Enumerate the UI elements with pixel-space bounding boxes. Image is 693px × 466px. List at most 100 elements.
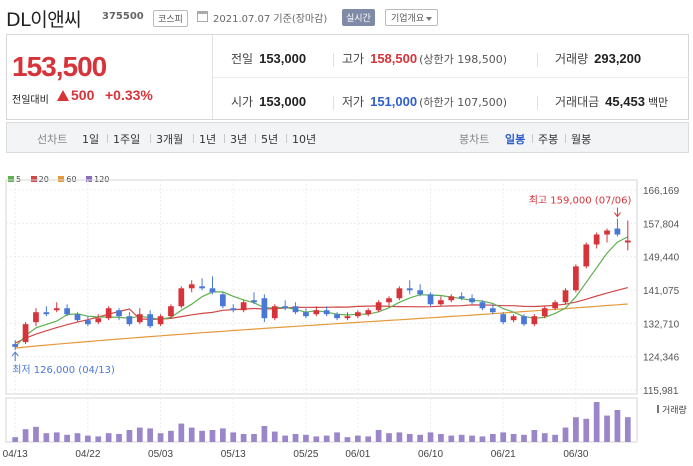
candle-body: [479, 302, 486, 309]
volume-bar: [521, 434, 527, 442]
candle-body: [220, 294, 226, 307]
volume-bar: [209, 430, 216, 442]
candle-body: [53, 308, 60, 311]
tab-5year[interactable]: 5년: [261, 133, 279, 146]
candle-body: [303, 312, 309, 317]
tab-weekly-candle[interactable]: 주봉: [538, 133, 559, 146]
volume-bar: [354, 435, 361, 442]
candle-body: [500, 314, 507, 323]
candle-body: [583, 244, 590, 267]
volume-panel-frame: [5, 397, 638, 443]
divider: [333, 96, 334, 110]
volume-bar: [95, 436, 102, 442]
tab-1week[interactable]: 1주일: [113, 133, 141, 146]
change-label: 전일대비: [12, 95, 49, 106]
candle-body: [573, 266, 579, 291]
volume-bar: [53, 432, 60, 442]
stat-label: 전일: [231, 52, 254, 66]
chevron-down-icon: [426, 16, 433, 21]
tab-10year[interactable]: 10년: [292, 133, 317, 146]
volume-bar: [261, 426, 268, 442]
legend-swatch: [86, 176, 93, 182]
change-value: 500: [71, 87, 95, 103]
stat-high: 고가 158,500 (상한가 198,500): [342, 50, 507, 67]
volume-bar: [220, 428, 226, 442]
volume-bar: [479, 436, 486, 442]
candle-body: [604, 230, 610, 235]
volume-bar: [604, 415, 610, 442]
stat-volume: 거래량 293,200: [555, 50, 641, 67]
volume-bar: [292, 434, 299, 442]
volume-bar: [64, 434, 70, 442]
candle-body: [521, 316, 527, 325]
tab-3year[interactable]: 3년: [230, 133, 248, 146]
volume-bar: [593, 402, 600, 442]
volume-bar: [469, 435, 475, 442]
company-overview-label: 기업개요: [391, 14, 425, 24]
candle-body: [209, 288, 216, 293]
candle-body: [614, 228, 621, 235]
tab-daily-candle[interactable]: 일봉: [505, 133, 526, 146]
divider: [537, 96, 538, 110]
candle-body: [271, 306, 278, 319]
x-tick-label: 05/25: [293, 449, 318, 460]
candle-body: [116, 310, 122, 317]
realtime-button[interactable]: 실시간: [342, 9, 375, 26]
candle-body: [147, 314, 154, 327]
y-tick-label: 149,440: [643, 253, 680, 264]
volume-bar: [386, 433, 392, 442]
candle-body: [199, 286, 205, 289]
candle-body: [157, 316, 164, 325]
stat-unit: 백만: [647, 96, 669, 109]
tab-monthly-candle[interactable]: 월봉: [571, 133, 592, 146]
volume-bar: [365, 436, 372, 442]
volume-bar: [417, 434, 423, 442]
candle-body: [489, 308, 496, 313]
company-overview-button[interactable]: 기업개요: [385, 9, 439, 26]
volume-bar: [230, 432, 237, 442]
volume-bar: [43, 433, 50, 442]
candle-body: [458, 296, 465, 299]
candle-body: [85, 320, 91, 325]
candle-body: [562, 290, 569, 303]
candle-body: [386, 298, 392, 303]
legend-swatch: [30, 176, 37, 182]
divider: [333, 53, 334, 67]
base-date: 2021.07.07 기준(장마감): [213, 14, 328, 25]
price-summary: 153,500 전일대비 500 +0.33% 전일 153,000 고가 158,…: [6, 34, 689, 120]
volume-bar: [136, 427, 143, 442]
volume-bar: [323, 435, 330, 442]
stat-value: 151,000: [370, 94, 418, 109]
divider: [255, 134, 256, 143]
tab-line-chart[interactable]: 선차트: [37, 133, 68, 146]
tab-candle-chart[interactable]: 봉차트: [459, 133, 490, 146]
candlestick-chart[interactable]: 166,169 157,804 149,440 141,075 132,710 124,3…: [0, 160, 693, 466]
volume-bar: [510, 434, 517, 442]
volume-bar: [303, 434, 309, 442]
volume-bar: [552, 434, 558, 442]
y-tick-label: 132,710: [643, 319, 680, 330]
stat-value: 153,000: [259, 51, 307, 66]
max-price-annotation: 최고 159,000 (07/06): [529, 195, 632, 207]
candle-body: [292, 306, 299, 313]
divider: [565, 134, 566, 143]
tab-1day[interactable]: 1일: [82, 133, 100, 146]
tab-1year[interactable]: 1년: [199, 133, 217, 146]
volume-bar: [427, 432, 434, 442]
volume-bar: [74, 433, 81, 442]
candle-body: [43, 312, 50, 315]
volume-bar: [199, 430, 205, 442]
y-tick-label: 115,981: [643, 386, 679, 397]
stock-code: 375500: [102, 11, 144, 22]
volume-bar: [188, 427, 195, 442]
stat-label: 저가: [342, 95, 365, 109]
tab-3month[interactable]: 3개월: [156, 133, 184, 146]
x-tick-label: 05/13: [221, 449, 246, 460]
legend-swatch: [58, 176, 65, 182]
candle-body: [510, 316, 517, 321]
candle-body: [354, 312, 361, 317]
volume-bar: [271, 431, 278, 442]
y-tick-label: 124,346: [643, 353, 680, 364]
volume-bar: [573, 417, 579, 442]
candle-body: [64, 308, 70, 315]
